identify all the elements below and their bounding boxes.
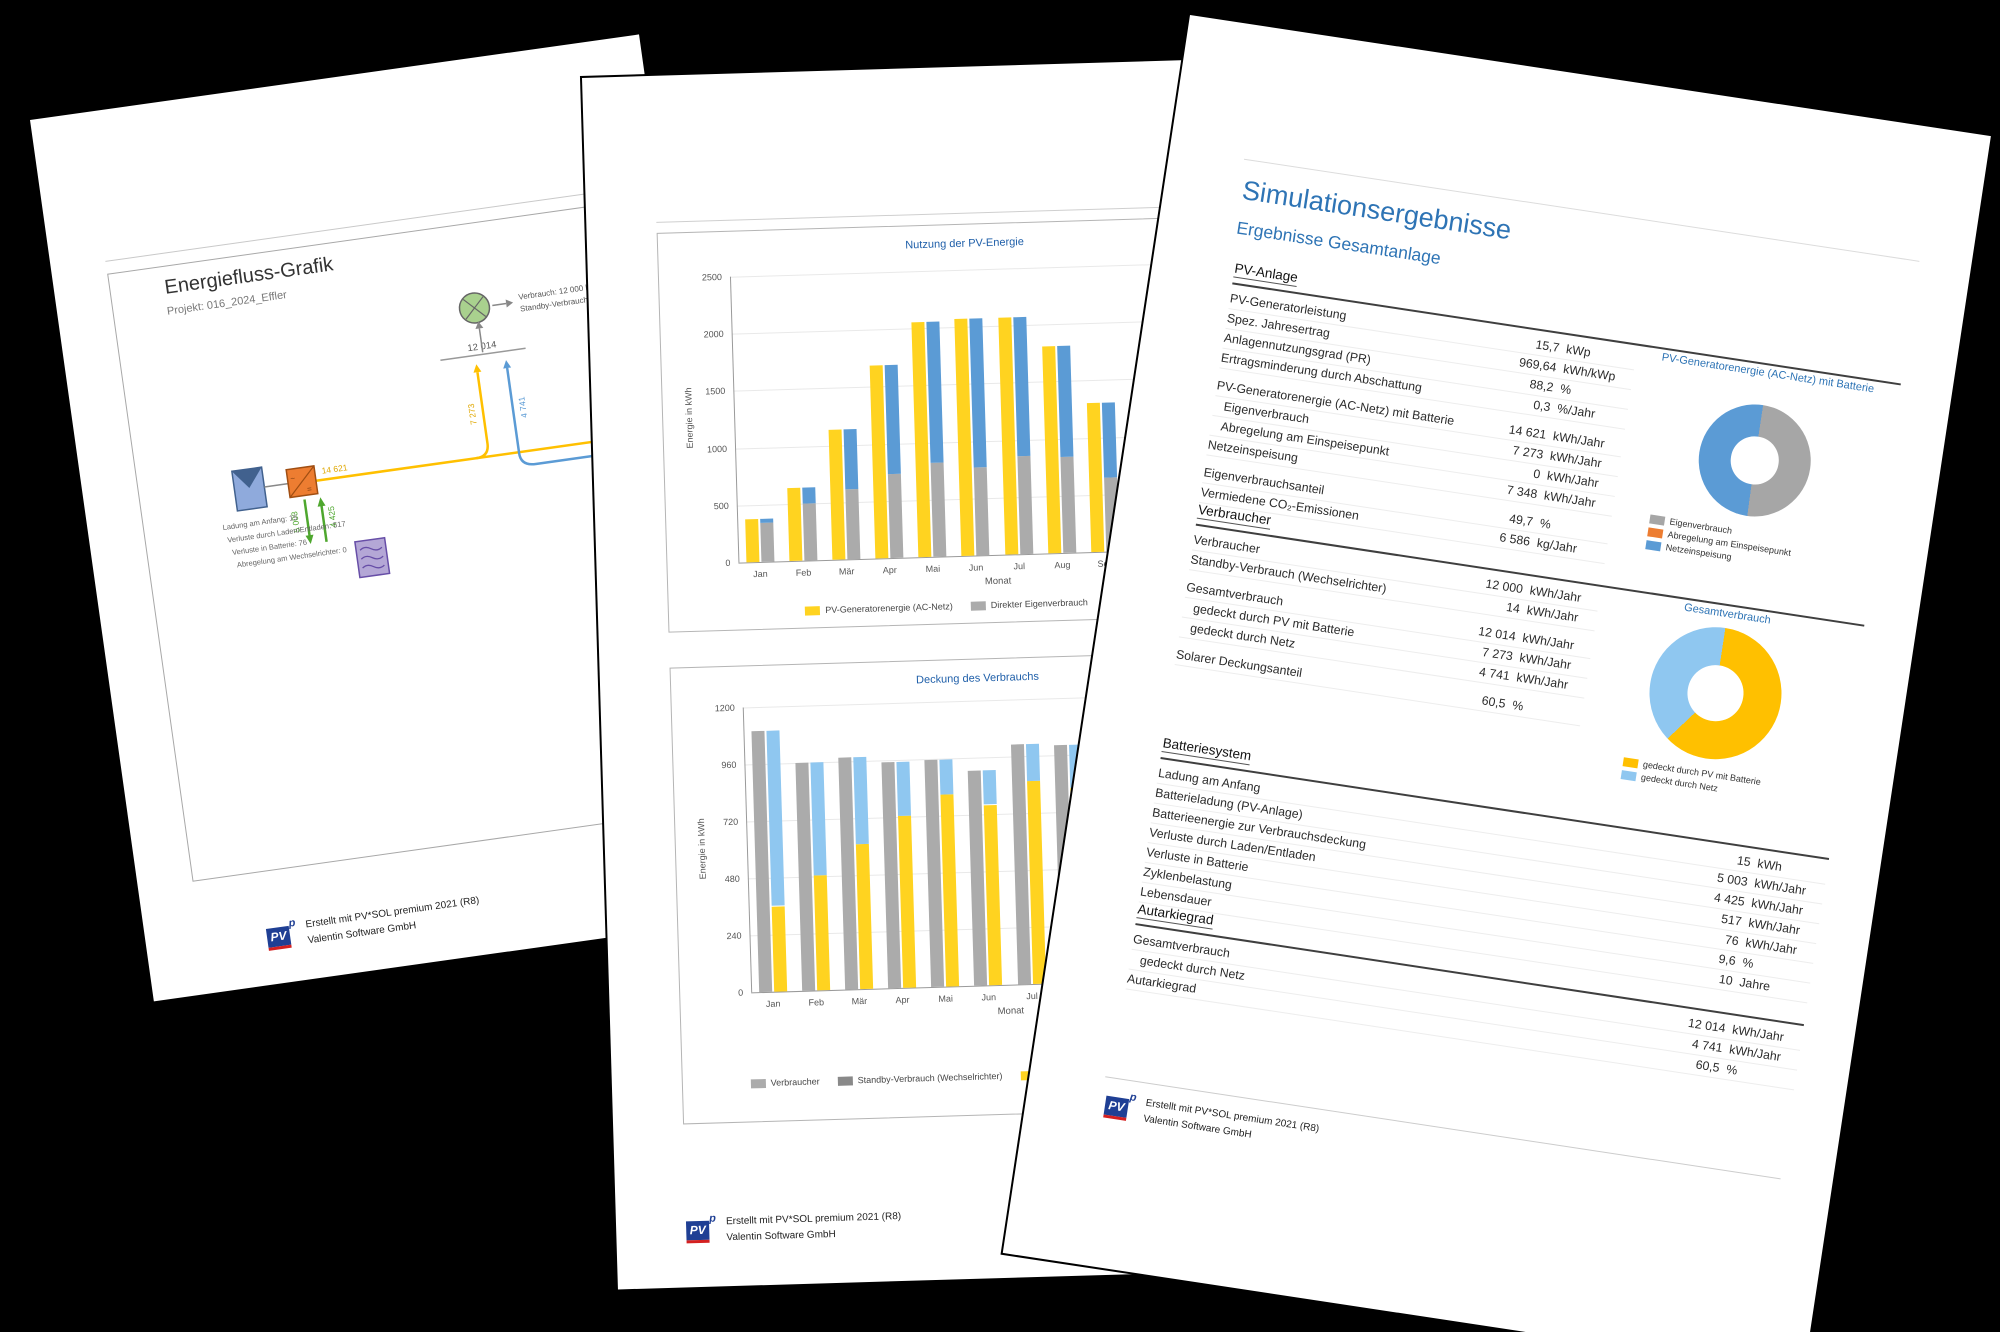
bar-covered-by-grid bbox=[983, 769, 998, 805]
svg-text:=: = bbox=[306, 484, 312, 494]
x-tick-label: Jan bbox=[765, 998, 781, 1009]
battery-discharge-value: 4 425 bbox=[326, 505, 339, 528]
x-tick-label: Jun bbox=[981, 992, 997, 1003]
logo-red-bar bbox=[686, 1239, 710, 1244]
x-tick-label: Feb bbox=[795, 567, 812, 578]
donut-chart-consumption bbox=[1640, 618, 1791, 769]
bar-grid-feedin bbox=[1101, 402, 1117, 478]
legend-swatch bbox=[1645, 539, 1662, 551]
x-tick-label: Jan bbox=[752, 568, 768, 580]
legend-swatch bbox=[837, 1075, 853, 1086]
x-tick-label: Apr bbox=[895, 994, 910, 1006]
logo-sup: p bbox=[708, 1212, 717, 1225]
x-tick-label: Mär bbox=[851, 995, 868, 1007]
arrow-up-icon bbox=[475, 321, 484, 330]
bar-direct-use bbox=[930, 462, 947, 557]
bar-direct-use bbox=[887, 473, 904, 559]
battery-charge-arrow bbox=[303, 499, 312, 538]
pvsol-logo-icon: PV p bbox=[685, 1212, 719, 1244]
y-tick-label: 960 bbox=[721, 759, 737, 771]
pvsol-logo-icon: PV p bbox=[1103, 1090, 1139, 1122]
bar-covered-by-grid bbox=[939, 759, 954, 795]
bar-covered-by-pv bbox=[771, 905, 787, 992]
legend-swatch bbox=[805, 605, 821, 616]
y-tick-label: 2000 bbox=[703, 329, 724, 340]
legend-swatch bbox=[1622, 756, 1639, 768]
x-tick-label: Feb bbox=[808, 997, 825, 1008]
y-tick-label: 1200 bbox=[714, 702, 735, 714]
grid-value: 4 741 bbox=[516, 396, 529, 419]
pv-ac-value: 14 621 bbox=[321, 462, 348, 476]
x-tick-label: Aug bbox=[1054, 559, 1071, 571]
bar-covered-by-grid bbox=[896, 761, 912, 816]
logo-sup: p bbox=[287, 916, 297, 930]
bar-pv-energy bbox=[744, 518, 760, 563]
footer-text: Erstellt mit PV*SOL premium 2021 (R8) Va… bbox=[305, 893, 483, 948]
row-value: 60,5 bbox=[1480, 693, 1507, 711]
grid-flow-line bbox=[505, 367, 732, 466]
svg-text:~: ~ bbox=[290, 474, 296, 484]
donut-legend: Eigenverbrauch Abregelung am Einspeisepun… bbox=[1645, 513, 1794, 573]
page-footer: PV p Erstellt mit PV*SOL premium 2021 (R… bbox=[1103, 1090, 1320, 1153]
bar-direct-use bbox=[845, 488, 861, 560]
arrow-right-icon bbox=[505, 299, 514, 308]
bar-direct-use bbox=[974, 467, 990, 556]
x-tick-label: Jul bbox=[1013, 561, 1026, 572]
page-footer: PV p Erstellt mit PV*SOL premium 2021 (R… bbox=[265, 893, 482, 954]
y-tick-label: 500 bbox=[713, 500, 729, 512]
x-tick-label: Mai bbox=[938, 993, 954, 1004]
legend-item: Verbraucher bbox=[750, 1076, 820, 1088]
bar-direct-use bbox=[802, 503, 818, 561]
legend-swatch bbox=[1647, 526, 1664, 538]
pvsol-logo-icon: PV p bbox=[265, 916, 301, 951]
logo-letters: PV bbox=[685, 1220, 710, 1241]
bar-grid-feedin bbox=[759, 518, 773, 523]
x-tick-label: Jun bbox=[968, 562, 984, 573]
x-tick-label: Mai bbox=[925, 563, 941, 575]
bar-covered-by-grid bbox=[1025, 743, 1040, 782]
page-footer: PV p Erstellt mit PV*SOL premium 2021 (R… bbox=[685, 1209, 902, 1246]
y-tick-label: 240 bbox=[726, 930, 742, 942]
pv-direct-value: 7 273 bbox=[466, 403, 479, 426]
y-tick-label: 0 bbox=[738, 987, 744, 998]
row-unit: % bbox=[1511, 698, 1525, 714]
x-tick-label: Mär bbox=[838, 566, 855, 577]
bar-grid-feedin bbox=[843, 429, 859, 489]
legend-swatch bbox=[1620, 769, 1637, 781]
legend-swatch bbox=[970, 600, 986, 611]
logo-sup: p bbox=[1128, 1091, 1138, 1105]
y-tick-label: 0 bbox=[725, 557, 731, 568]
bar-covered-by-grid bbox=[853, 757, 869, 845]
battery-discharge-arrow bbox=[320, 504, 328, 543]
legend-swatch bbox=[750, 1078, 766, 1088]
legend-label: Verbraucher bbox=[770, 1076, 820, 1088]
footer-text: Erstellt mit PV*SOL premium 2021 (R8) Va… bbox=[726, 1209, 902, 1245]
bar-direct-use bbox=[759, 522, 775, 562]
donut-chart-pv-energy bbox=[1690, 396, 1819, 525]
legend-swatch bbox=[1649, 513, 1666, 526]
bar-grid-feedin bbox=[801, 487, 816, 504]
x-tick-label: Apr bbox=[882, 564, 897, 576]
y-tick-label: 2500 bbox=[701, 271, 723, 283]
bar-pv-energy bbox=[786, 487, 803, 562]
donut-legend: gedeckt durch PV mit Batterie gedeckt dur… bbox=[1620, 756, 1762, 803]
battery-charge-value: 5 003 bbox=[289, 510, 302, 533]
